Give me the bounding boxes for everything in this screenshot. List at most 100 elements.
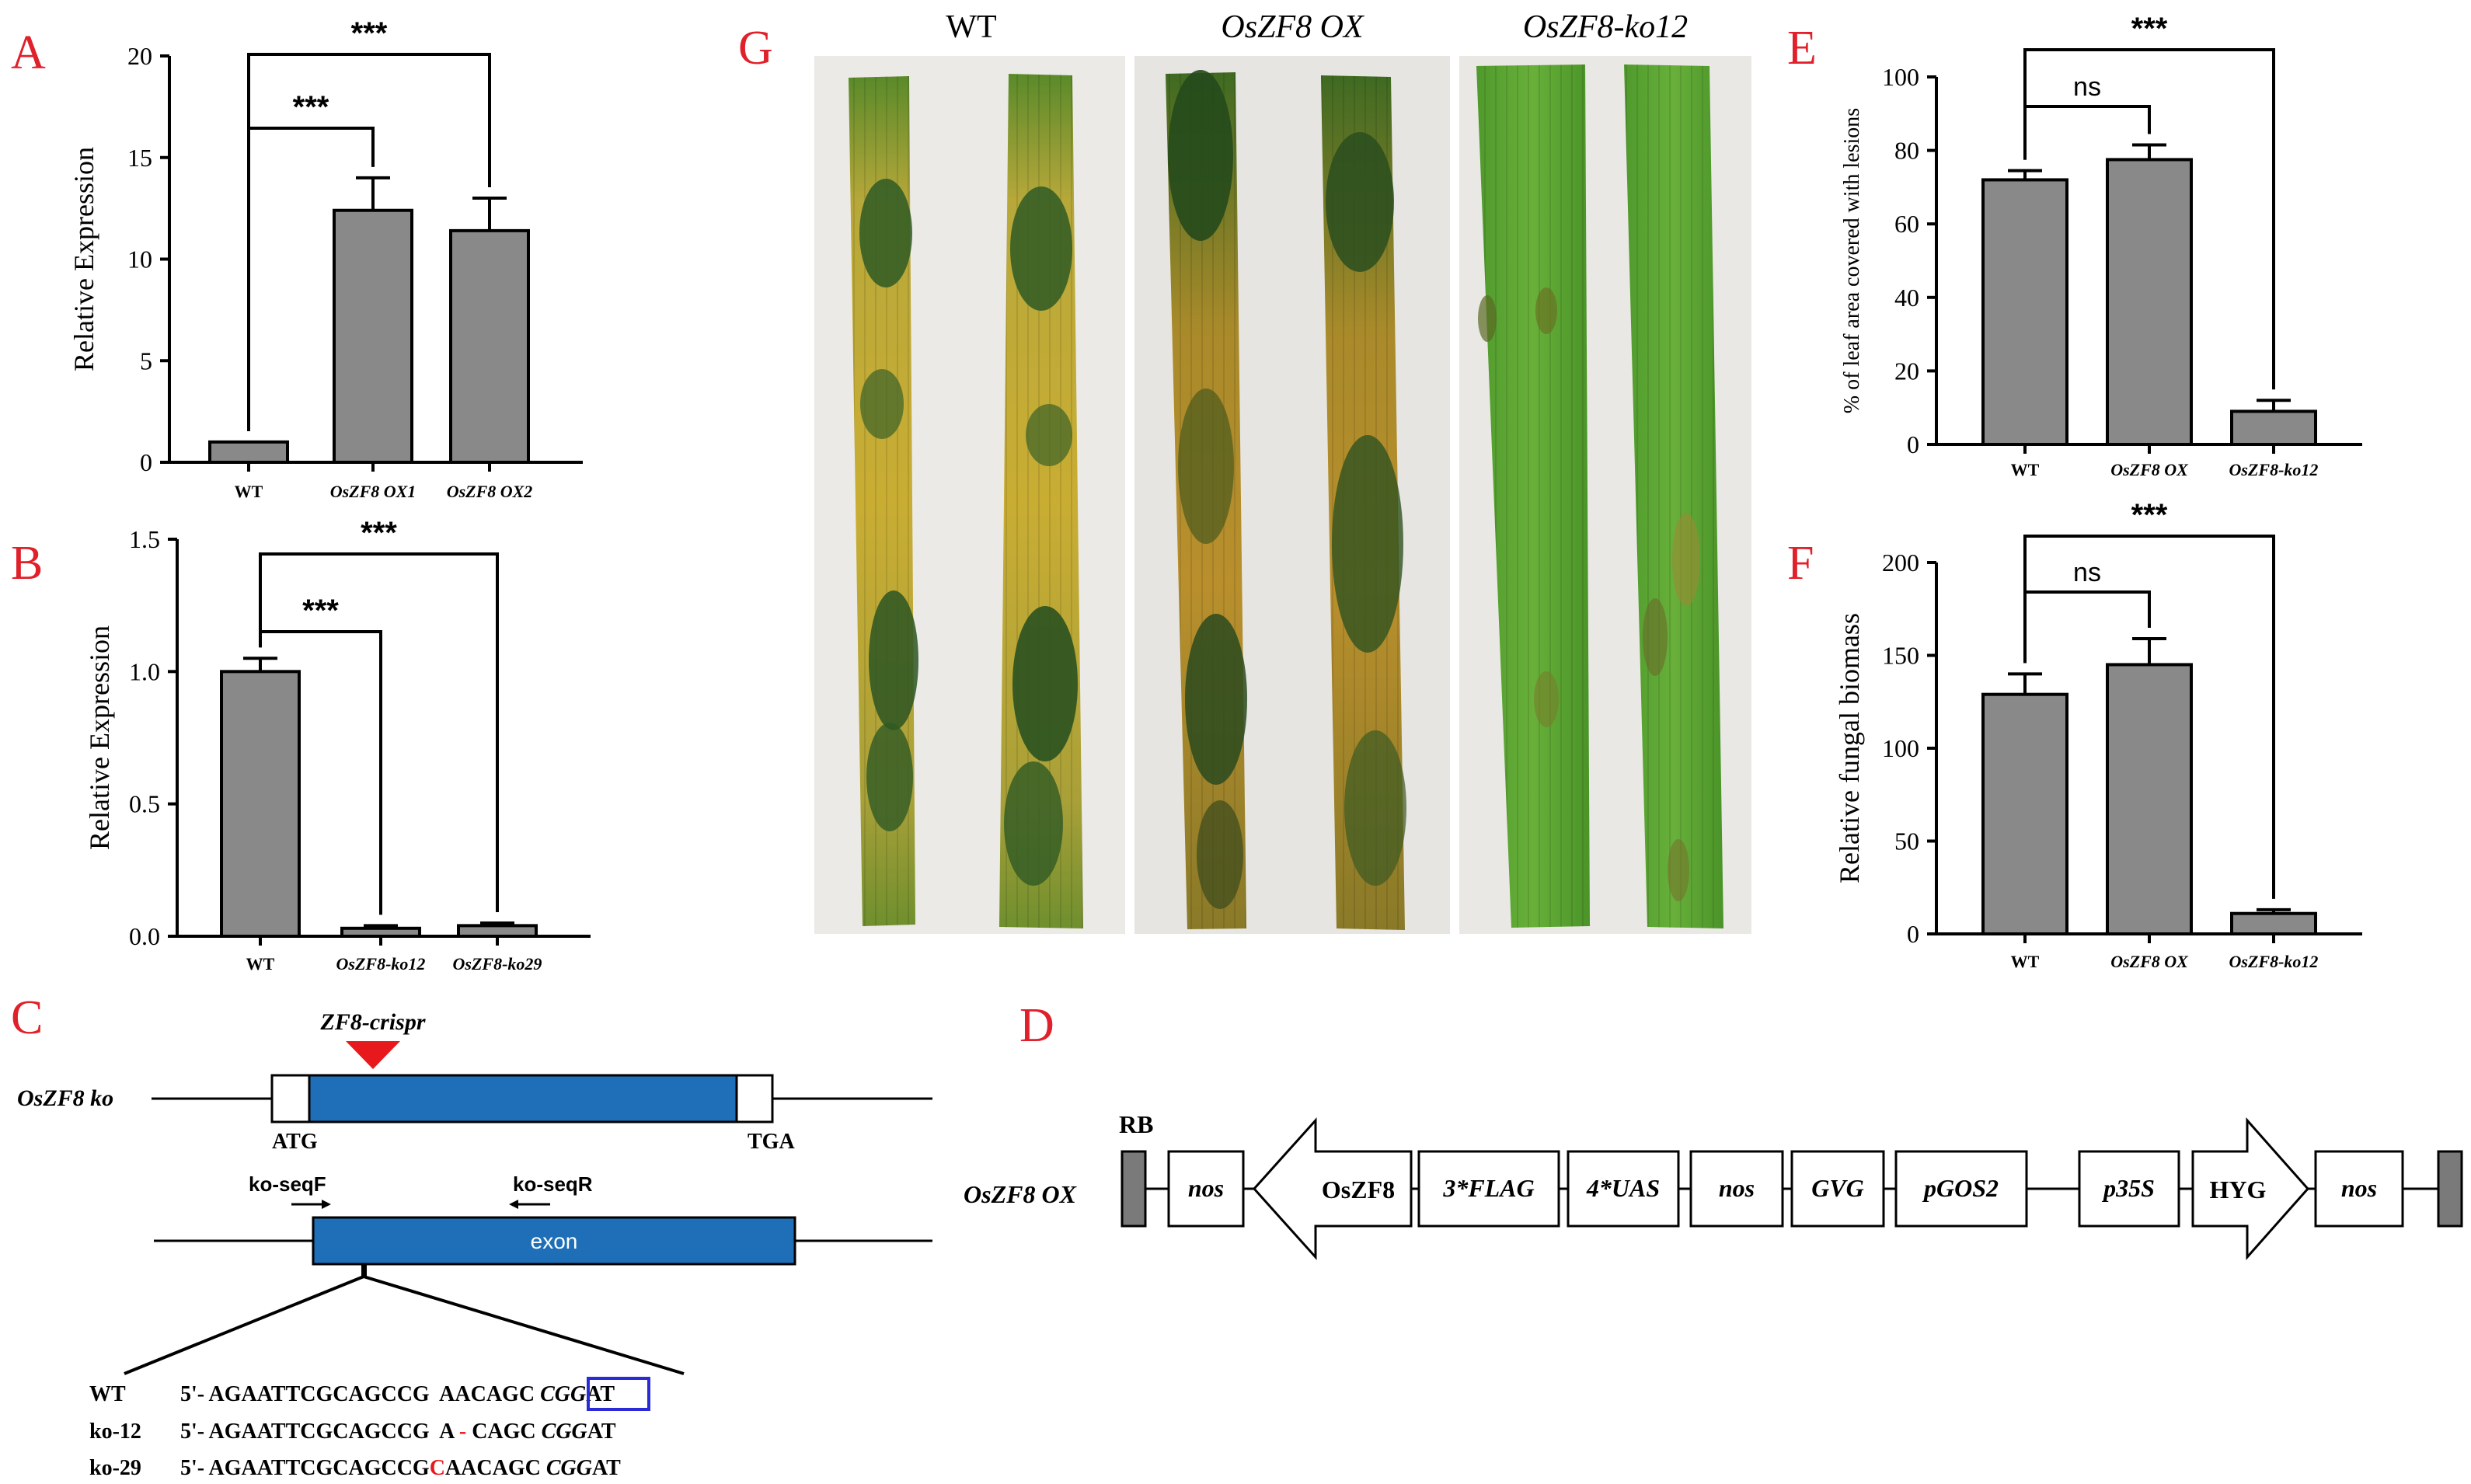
exon-box <box>312 1216 796 1266</box>
y-tick-label: 1.0 <box>129 657 160 685</box>
x-tick-label: OsZF8-ko29 <box>453 954 542 974</box>
vector-uas-label: 4*UAS <box>1586 1174 1660 1202</box>
y-axis-label: Relative Expression <box>84 625 115 850</box>
vector-gvg <box>1790 1150 1885 1228</box>
bar <box>340 926 421 939</box>
start-codon-label: ATG <box>272 1130 318 1154</box>
bar <box>449 228 530 464</box>
bar <box>2230 911 2317 935</box>
stop-codon-label: TGA <box>748 1130 795 1154</box>
chart-e-lesion-area: 0 20 40 60 80 100 WT OsZF8 OX OsZF8-ko12 % of lea… <box>1840 12 2362 479</box>
y-tick-label: 0.0 <box>129 922 160 950</box>
vector-nos-3-label: nos <box>2341 1174 2377 1202</box>
y-tick-label: 0 <box>1907 430 1919 458</box>
leaf-photo-panel: WT OsZF8 OX OsZF8-ko12 <box>814 9 1751 934</box>
rb-label: RB <box>1119 1110 1153 1138</box>
y-tick-label: 1.5 <box>129 525 160 553</box>
y-tick-label: 15 <box>127 144 152 172</box>
panel-label-e: E <box>1787 22 1817 75</box>
panel-label-a: A <box>11 26 46 79</box>
x-tick-label: OsZF8 OX <box>2110 952 2189 971</box>
significance-label: *** <box>2131 12 2168 46</box>
y-tick-label: 0 <box>1907 920 1919 948</box>
leaf-ko-2 <box>1624 64 1723 928</box>
vector-flag <box>1417 1150 1560 1228</box>
vector-nos-1 <box>1167 1150 1245 1228</box>
x-tick-label: WT <box>246 954 275 974</box>
leaf-wt-2 <box>999 74 1083 928</box>
bar <box>2230 409 2317 446</box>
bar <box>208 440 289 464</box>
significance-bracket <box>2023 105 2151 160</box>
primer-r-label: ko-seqR <box>513 1172 593 1196</box>
significance-label: *** <box>293 90 329 124</box>
seq-name-ko29: ko-29 <box>89 1456 141 1480</box>
x-tick-label: WT <box>2011 952 2040 971</box>
lb-border-block <box>2437 1150 2463 1228</box>
panel-label-d: D <box>1019 999 1054 1052</box>
photo-label-ko12: OsZF8-ko12 <box>1523 9 1688 45</box>
y-tick-label: 5 <box>140 347 152 374</box>
x-tick-label: OsZF8 OX2 <box>447 482 533 501</box>
vector-hyg-arrow <box>2191 1117 2310 1260</box>
vector-pgos2-label: pGOS2 <box>1922 1174 1999 1202</box>
vector-gvg-label: GVG <box>1811 1174 1864 1202</box>
chart-a-relative-expression-ox: 0 5 10 15 20 WT OsZF8 OX1 OsZF8 OX2 Relative Exp… <box>68 16 583 501</box>
crispr-gene-label: OsZF8 ko <box>17 1085 113 1111</box>
y-axis-label: % of leaf area covered with lesions <box>1840 108 1864 413</box>
photo-label-wt: WT <box>946 9 996 45</box>
x-tick-label: OsZF8 OX1 <box>330 482 416 501</box>
leaf-wt-1 <box>849 76 918 926</box>
utr-box-right <box>735 1074 774 1123</box>
y-tick-label: 10 <box>127 246 152 273</box>
vector-nos-1-label: nos <box>1188 1174 1224 1202</box>
x-tick-label: WT <box>235 482 263 501</box>
x-tick-label: OsZF8-ko12 <box>336 954 426 974</box>
vector-flag-label: 3*FLAG <box>1442 1174 1534 1202</box>
y-tick-label: 150 <box>1882 642 1919 670</box>
leaf-ox-1 <box>1166 70 1247 929</box>
vector-uas <box>1567 1150 1680 1228</box>
vector-nos-2-label: nos <box>1719 1174 1755 1202</box>
bar <box>2106 663 2193 935</box>
significance-bracket <box>2023 590 2151 664</box>
panel-label-b: B <box>11 537 43 590</box>
significance-bracket <box>2023 48 2275 390</box>
y-tick-label: 40 <box>1894 284 1919 312</box>
utr-box-left <box>270 1074 311 1123</box>
zoom-line-right <box>363 1275 685 1375</box>
primer-f-label: ko-seqF <box>249 1172 326 1196</box>
primer-r-arrow <box>509 1200 518 1209</box>
crispr-guide-label: ZF8-crispr <box>320 1009 426 1035</box>
y-axis-label: Relative Expression <box>68 147 99 371</box>
panel-label-g: G <box>738 22 773 75</box>
seq-ko29: 5'- AGAATTCGCAGCCGCAACAGC CGGAT <box>180 1456 621 1480</box>
significance-label: *** <box>2131 498 2168 532</box>
significance-label: *** <box>302 594 339 628</box>
leaf-ko-1 <box>1476 64 1590 928</box>
chart-f-fungal-biomass: 0 50 100 150 200 WT OsZF8 OX OsZF8-ko12 Relative… <box>1834 498 2362 971</box>
vector-oszf8-label: OsZF8 <box>1322 1176 1395 1204</box>
significance-label: ns <box>2073 558 2101 587</box>
y-tick-label: 100 <box>1882 63 1919 91</box>
y-axis-label: Relative fungal biomass <box>1834 613 1865 883</box>
significance-label: *** <box>361 516 397 550</box>
seq-wt: 5'- AGAATTCGCAGCCG AACAGC CGGAT <box>180 1382 615 1406</box>
crispr-target-arrow <box>346 1041 400 1069</box>
y-tick-label: 60 <box>1894 210 1919 238</box>
bar <box>220 670 301 938</box>
bar <box>333 208 413 464</box>
vector-p35s <box>2078 1150 2180 1228</box>
x-tick-label: OsZF8-ko12 <box>2229 460 2319 479</box>
seq-name-wt: WT <box>89 1382 126 1406</box>
chart-b-relative-expression-ko: 0.0 0.5 1.0 1.5 WT OsZF8-ko12 OsZF8-ko29 Relati… <box>84 516 591 974</box>
exon-zoom-anchor <box>361 1264 367 1277</box>
seq-name-ko12: ko-12 <box>89 1420 141 1444</box>
panel-label-c: C <box>11 991 43 1044</box>
zoom-line-left <box>124 1275 364 1375</box>
y-tick-label: 0.5 <box>129 790 160 818</box>
significance-bracket <box>2023 535 2275 899</box>
leaf-ox-2 <box>1321 75 1406 930</box>
bar <box>457 924 538 938</box>
bar <box>2106 158 2193 447</box>
